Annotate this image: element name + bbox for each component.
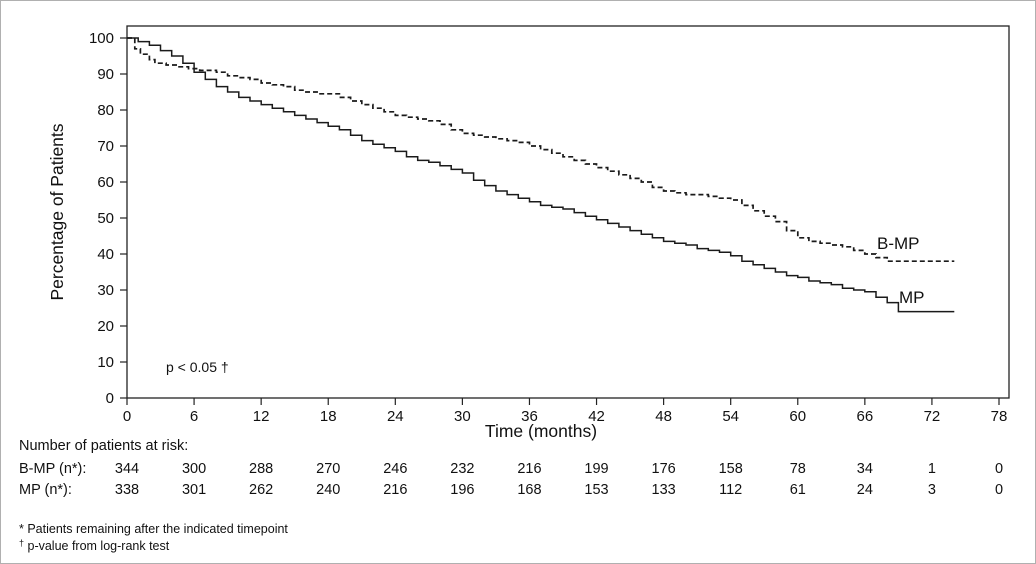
y-tick-label: 0 — [106, 390, 114, 407]
plot-area — [126, 25, 1010, 399]
x-tick-label: 12 — [253, 408, 270, 425]
footnote-dagger: † p-value from log-rank test — [19, 538, 170, 553]
risk-count-mp: 240 — [316, 482, 340, 498]
y-tick-label: 40 — [97, 246, 114, 263]
risk-count-b-mp: 0 — [995, 461, 1003, 477]
x-tick-label: 48 — [655, 408, 672, 425]
x-tick-label: 42 — [588, 408, 605, 425]
y-tick-label: 10 — [97, 354, 114, 371]
x-tick-label: 24 — [387, 408, 404, 425]
y-axis-ticks: 0 10 20 30 40 50 60 70 80 90 100 — [89, 30, 127, 407]
risk-count-mp: 153 — [584, 482, 608, 498]
series-curve-b-mp — [127, 37, 955, 263]
y-tick-label: 70 — [97, 138, 114, 155]
risk-count-b-mp: 216 — [517, 461, 541, 477]
x-tick-label: 66 — [857, 408, 874, 425]
survival-curves — [127, 37, 955, 313]
x-axis-label: Time (months) — [485, 421, 597, 441]
risk-count-b-mp: 176 — [652, 461, 676, 477]
x-tick-label: 72 — [924, 408, 941, 425]
series-label-bmp: B-MP — [877, 234, 920, 253]
risk-count-mp: 168 — [517, 482, 541, 498]
risk-row-label-bmp: B-MP (n*): — [19, 461, 86, 477]
y-tick-label: 80 — [97, 102, 114, 119]
risk-count-b-mp: 34 — [857, 461, 873, 477]
risk-count-mp: 24 — [857, 482, 873, 498]
risk-count-b-mp: 1 — [928, 461, 936, 477]
y-tick-label: 20 — [97, 318, 114, 335]
risk-row-label-mp: MP (n*): — [19, 482, 72, 498]
risk-count-mp: 3 — [928, 482, 936, 498]
risk-count-b-mp: 78 — [790, 461, 806, 477]
risk-count-b-mp: 300 — [182, 461, 206, 477]
x-tick-label: 0 — [123, 408, 131, 425]
risk-count-mp: 301 — [182, 482, 206, 498]
risk-count-b-mp: 158 — [719, 461, 743, 477]
risk-table-title: Number of patients at risk: — [19, 438, 188, 454]
risk-count-mp: 112 — [719, 482, 742, 498]
x-tick-label: 30 — [454, 408, 471, 425]
series-label-mp: MP — [899, 288, 925, 307]
y-tick-label: 100 — [89, 30, 114, 47]
x-tick-label: 36 — [521, 408, 538, 425]
pvalue-annotation: p < 0.05 † — [166, 359, 229, 375]
risk-count-b-mp: 270 — [316, 461, 340, 477]
footnote-dagger-text: p-value from log-rank test — [24, 539, 170, 553]
risk-count-b-mp: 246 — [383, 461, 407, 477]
x-tick-label: 6 — [190, 408, 198, 425]
risk-count-mp: 0 — [995, 482, 1003, 498]
risk-count-mp: 196 — [450, 482, 474, 498]
risk-table-counts: 344 300 288 270 246 232 216 199 176 158 78 34 1 0 338 3… — [115, 461, 1003, 498]
risk-count-mp: 216 — [383, 482, 407, 498]
risk-count-b-mp: 344 — [115, 461, 139, 477]
risk-count-mp: 133 — [652, 482, 676, 498]
x-tick-label: 54 — [722, 408, 739, 425]
y-tick-label: 30 — [97, 282, 114, 299]
risk-count-b-mp: 232 — [450, 461, 474, 477]
risk-count-mp: 61 — [790, 482, 806, 498]
risk-count-mp: 262 — [249, 482, 273, 498]
footnote-asterisk: * Patients remaining after the indicated… — [19, 522, 288, 536]
footnote-dagger-symbol: † — [19, 538, 24, 548]
y-tick-label: 50 — [97, 210, 114, 227]
y-tick-label: 90 — [97, 66, 114, 83]
x-axis-ticks: 0 6 12 18 24 30 36 42 48 54 60 66 72 78 — [123, 398, 1008, 425]
risk-count-mp: 338 — [115, 482, 139, 498]
x-tick-label: 18 — [320, 408, 337, 425]
series-curve-mp — [127, 37, 955, 313]
x-tick-label: 78 — [991, 408, 1008, 425]
risk-count-b-mp: 288 — [249, 461, 273, 477]
x-tick-label: 60 — [789, 408, 806, 425]
y-tick-label: 60 — [97, 174, 114, 191]
risk-count-b-mp: 199 — [584, 461, 608, 477]
y-axis-label: Percentage of Patients — [47, 123, 67, 300]
